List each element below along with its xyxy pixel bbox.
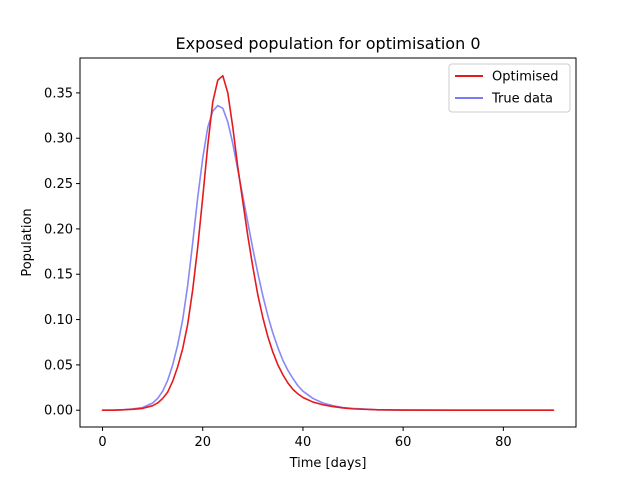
x-tick-label: 80 [495,435,512,450]
legend: Optimised True data [448,63,571,113]
y-tick-label: 0.05 [44,358,73,373]
legend-label-true-data: True data [491,92,553,107]
y-tick-label: 0.00 [44,404,73,419]
plot-lines [101,74,555,412]
series-line-optimised [101,74,555,412]
x-tick-label: 0 [98,435,106,450]
y-tick-label: 0.25 [44,177,73,192]
x-tick-label: 60 [395,435,412,450]
chart-title: Exposed population for optimisation 0 [175,34,480,53]
plot-area-frame [79,57,577,428]
x-axis-label: Time [days] [289,456,367,471]
y-tick-label: 0.20 [44,222,73,237]
x-tick-label: 20 [194,435,211,450]
y-tick-label: 0.10 [44,313,73,328]
y-axis-ticks: 0.00 0.05 0.10 0.15 0.20 0.25 0.30 0.35 [44,86,80,419]
legend-label-optimised: Optimised [492,70,559,85]
y-tick-label: 0.30 [44,132,73,147]
y-tick-label: 0.35 [44,86,73,101]
x-axis-ticks: 0 20 40 60 80 [98,427,512,450]
x-tick-label: 40 [295,435,312,450]
y-axis-label: Population [20,208,35,276]
y-tick-label: 0.15 [44,268,73,283]
